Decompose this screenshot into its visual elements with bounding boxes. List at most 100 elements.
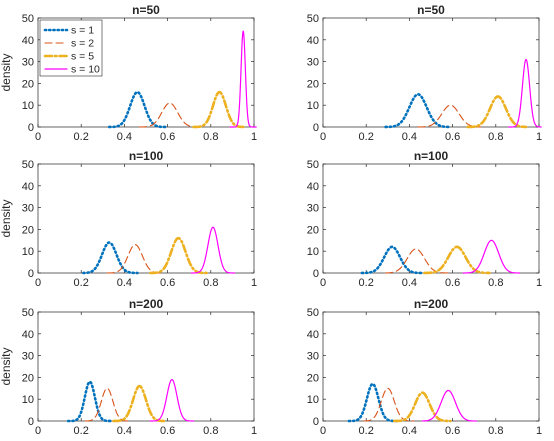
y-tick-label: 30: [22, 351, 34, 363]
density-curve-s10: [149, 378, 195, 422]
x-tick-label: 0.2: [74, 425, 89, 437]
density-curve-s1: [66, 380, 113, 423]
density-curve-s1: [384, 93, 452, 129]
x-tick-label: 1: [251, 131, 257, 143]
y-tick-label: 50: [22, 307, 34, 319]
density-curve-s10: [508, 58, 542, 128]
density-curve-s1: [360, 245, 424, 275]
x-tick-label: 0.2: [74, 277, 89, 289]
panel-title: n=50: [132, 3, 160, 17]
x-tick-label: 0.4: [402, 425, 417, 437]
legend-label-s2: s = 2: [71, 38, 94, 50]
x-tick-label: 0: [35, 131, 41, 143]
density-curve-s10: [190, 226, 236, 274]
x-tick-label: 0.8: [203, 131, 218, 143]
y-tick-label: 0: [313, 268, 319, 280]
axes-box: [37, 163, 255, 274]
density-curve-s10: [462, 239, 521, 274]
y-tick-label: 50: [307, 13, 319, 25]
x-tick-label: 0.6: [445, 277, 460, 289]
density-curve-s5: [423, 245, 491, 275]
y-tick-label: 0: [313, 122, 319, 134]
x-tick-label: 0.8: [488, 425, 503, 437]
x-tick-label: 0.2: [359, 131, 374, 143]
density-curve-s5: [392, 391, 452, 423]
y-tick-label: 20: [22, 78, 34, 90]
x-tick-label: 0: [320, 425, 326, 437]
x-tick-label: 0.6: [160, 131, 175, 143]
x-tick-label: 0: [320, 277, 326, 289]
x-tick-label: 0.2: [359, 277, 374, 289]
y-tick-label: 30: [307, 57, 319, 69]
x-tick-label: 0.8: [203, 277, 218, 289]
x-tick-label: 1: [536, 131, 542, 143]
y-tick-label: 20: [22, 224, 34, 236]
x-tick-label: 0.4: [402, 277, 417, 289]
x-tick-label: 0.6: [445, 131, 460, 143]
y-tick-label: 40: [22, 329, 34, 341]
x-tick-label: 0.8: [488, 131, 503, 143]
y-tick-label: 50: [307, 307, 319, 319]
density-curve-s1: [107, 90, 167, 129]
y-tick-label: 10: [22, 100, 34, 112]
axes-box: [322, 17, 540, 128]
density-curve-s1: [347, 382, 398, 423]
x-tick-label: 1: [536, 277, 542, 289]
y-tick-label: 40: [22, 35, 34, 47]
y-tick-label: 50: [307, 159, 319, 171]
y-tick-label: 0: [28, 416, 34, 428]
y-tick-label: 10: [307, 246, 319, 258]
x-tick-label: 0.6: [445, 425, 460, 437]
y-tick-label: 0: [28, 268, 34, 280]
y-tick-label: 40: [307, 181, 319, 193]
x-tick-label: 0.6: [160, 277, 175, 289]
y-tick-label: 30: [22, 57, 34, 69]
x-tick-label: 0.8: [203, 425, 218, 437]
y-tick-label: 30: [307, 351, 319, 363]
legend-label-s5: s = 5: [71, 51, 94, 63]
panel-title: n=100: [129, 149, 164, 163]
x-tick-label: 0.6: [160, 425, 175, 437]
x-tick-label: 0.4: [402, 131, 417, 143]
legend-label-s10: s = 10: [71, 64, 100, 76]
panel-title: n=50: [417, 3, 445, 17]
y-tick-label: 50: [22, 159, 34, 171]
y-axis-label: density: [0, 53, 13, 91]
x-tick-label: 0: [320, 131, 326, 143]
x-tick-label: 0.4: [117, 277, 132, 289]
y-tick-label: 30: [22, 203, 34, 215]
density-curve-s10: [229, 30, 257, 128]
x-tick-label: 0: [35, 277, 41, 289]
density-curve-s2: [417, 104, 482, 128]
x-tick-label: 1: [536, 425, 542, 437]
y-tick-label: 30: [307, 203, 319, 215]
y-tick-label: 40: [22, 181, 34, 193]
legend: s = 1s = 2s = 5s = 10: [39, 19, 103, 77]
y-tick-label: 0: [28, 122, 34, 134]
y-tick-label: 50: [22, 13, 34, 25]
density-curve-s5: [149, 236, 208, 275]
y-tick-label: 20: [307, 224, 319, 236]
x-tick-label: 0.8: [488, 277, 503, 289]
x-tick-label: 0.2: [74, 131, 89, 143]
y-tick-label: 10: [307, 100, 319, 112]
axes-box: [322, 311, 540, 422]
x-tick-label: 0: [35, 425, 41, 437]
legend-label-s1: s = 1: [71, 25, 94, 37]
y-tick-label: 40: [307, 35, 319, 47]
x-tick-label: 0.4: [117, 131, 132, 143]
density-curve-s1: [82, 241, 139, 275]
density-curve-s2: [385, 248, 449, 274]
axes-box: [322, 163, 540, 274]
axes-box: [37, 311, 255, 422]
y-tick-label: 40: [307, 329, 319, 341]
x-tick-label: 0.2: [359, 425, 374, 437]
y-tick-label: 20: [22, 372, 34, 384]
